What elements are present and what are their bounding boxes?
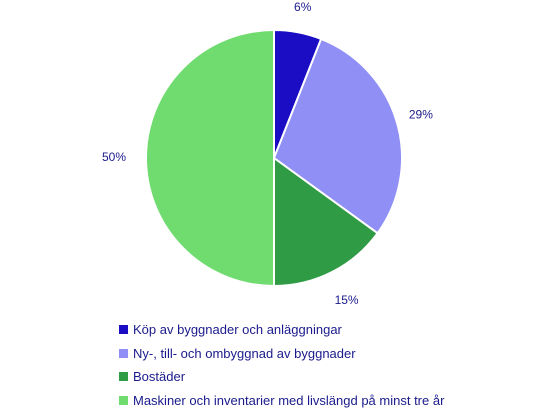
legend-label-3: Bostäder — [133, 369, 186, 385]
legend-item-1: Köp av byggnader och anläggningar — [119, 318, 444, 342]
data-label-3: 15% — [335, 293, 359, 307]
legend-swatch-1 — [119, 325, 128, 335]
legend-label-1: Köp av byggnader och anläggningar — [133, 322, 342, 338]
legend-swatch-2 — [119, 348, 128, 358]
pie-slices — [145, 28, 403, 288]
legend-item-2: Ny-, till- och ombyggnad av byggnader — [119, 342, 444, 366]
chart-legend: Köp av byggnader och anläggningar Ny-, ti… — [119, 318, 444, 412]
data-label-2: 29% — [409, 107, 433, 121]
pie-data-labels: 6% 29% 15% 50% — [102, 0, 433, 307]
legend-item-4: Maskiner och inventarier med livslängd p… — [119, 389, 444, 412]
legend-swatch-4 — [119, 395, 128, 405]
legend-label-2: Ny-, till- och ombyggnad av byggnader — [133, 345, 356, 361]
pie-slice-3 — [273, 156, 379, 288]
pie-slice-2 — [272, 37, 403, 235]
data-label-1: 6% — [294, 0, 312, 14]
legend-swatch-3 — [119, 372, 128, 382]
data-label-4: 50% — [102, 150, 126, 164]
legend-item-3: Bostäder — [119, 365, 444, 389]
pie-slice-4 — [145, 28, 275, 288]
legend-label-4: Maskiner och inventarier med livslängd p… — [133, 392, 445, 408]
